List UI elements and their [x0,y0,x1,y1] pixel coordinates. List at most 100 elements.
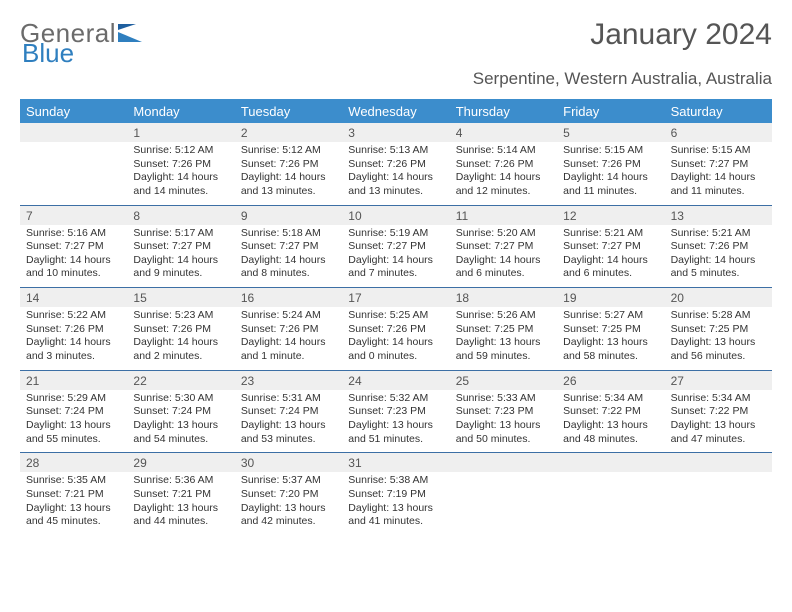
day-cell: Sunrise: 5:19 AMSunset: 7:27 PMDaylight:… [342,225,449,288]
sunset-text: Sunset: 7:21 PM [26,488,121,502]
day-number: 4 [450,123,557,142]
daylight-text: Daylight: 13 hours and 41 minutes. [348,502,443,529]
sunrise-text: Sunrise: 5:33 AM [456,392,551,406]
day-cell: Sunrise: 5:29 AMSunset: 7:24 PMDaylight:… [20,390,127,453]
daylight-text: Daylight: 13 hours and 54 minutes. [133,419,228,446]
logo-flag-icon [118,18,142,49]
daylight-text: Daylight: 13 hours and 47 minutes. [671,419,766,446]
sunset-text: Sunset: 7:27 PM [563,240,658,254]
day-number: 13 [665,206,772,225]
day-cell: Sunrise: 5:18 AMSunset: 7:27 PMDaylight:… [235,225,342,288]
sunrise-text: Sunrise: 5:21 AM [671,227,766,241]
sunset-text: Sunset: 7:25 PM [563,323,658,337]
day-number: 23 [235,371,342,390]
sunset-text: Sunset: 7:25 PM [671,323,766,337]
weekday-sat: Saturday [665,99,772,123]
event-row: Sunrise: 5:35 AMSunset: 7:21 PMDaylight:… [20,472,772,535]
sunrise-text: Sunrise: 5:15 AM [671,144,766,158]
sunrise-text: Sunrise: 5:15 AM [563,144,658,158]
sunrise-text: Sunrise: 5:12 AM [133,144,228,158]
calendar-body: 123456Sunrise: 5:12 AMSunset: 7:26 PMDay… [20,123,772,535]
day-number: 7 [20,206,127,225]
day-cell: Sunrise: 5:26 AMSunset: 7:25 PMDaylight:… [450,307,557,370]
day-cell: Sunrise: 5:38 AMSunset: 7:19 PMDaylight:… [342,472,449,535]
sunset-text: Sunset: 7:26 PM [671,240,766,254]
day-cell: Sunrise: 5:33 AMSunset: 7:23 PMDaylight:… [450,390,557,453]
event-row: Sunrise: 5:12 AMSunset: 7:26 PMDaylight:… [20,142,772,205]
sunrise-text: Sunrise: 5:20 AM [456,227,551,241]
day-number: 6 [665,123,772,142]
sunrise-text: Sunrise: 5:25 AM [348,309,443,323]
day-cell: Sunrise: 5:27 AMSunset: 7:25 PMDaylight:… [557,307,664,370]
day-number: 25 [450,371,557,390]
daylight-text: Daylight: 14 hours and 9 minutes. [133,254,228,281]
sunrise-text: Sunrise: 5:30 AM [133,392,228,406]
day-cell: Sunrise: 5:13 AMSunset: 7:26 PMDaylight:… [342,142,449,205]
daynum-row: 21222324252627 [20,370,772,390]
day-cell: Sunrise: 5:34 AMSunset: 7:22 PMDaylight:… [557,390,664,453]
sunrise-text: Sunrise: 5:22 AM [26,309,121,323]
daynum-row: 28293031 [20,452,772,472]
day-number: 29 [127,453,234,472]
sunset-text: Sunset: 7:27 PM [671,158,766,172]
sunset-text: Sunset: 7:26 PM [133,158,228,172]
day-number: 9 [235,206,342,225]
day-number: 26 [557,371,664,390]
sunrise-text: Sunrise: 5:27 AM [563,309,658,323]
daylight-text: Daylight: 14 hours and 6 minutes. [563,254,658,281]
day-number: 10 [342,206,449,225]
sunrise-text: Sunrise: 5:23 AM [133,309,228,323]
sunrise-text: Sunrise: 5:34 AM [671,392,766,406]
sunrise-text: Sunrise: 5:28 AM [671,309,766,323]
daylight-text: Daylight: 14 hours and 13 minutes. [348,171,443,198]
sunrise-text: Sunrise: 5:16 AM [26,227,121,241]
day-number: 15 [127,288,234,307]
sunset-text: Sunset: 7:27 PM [133,240,228,254]
sunrise-text: Sunrise: 5:32 AM [348,392,443,406]
sunrise-text: Sunrise: 5:24 AM [241,309,336,323]
event-row: Sunrise: 5:22 AM Sunset: 7:26 PM Daylight:… [20,307,772,370]
daylight-text: Daylight: 13 hours and 45 minutes. [26,502,121,529]
daynum-row: 78910111213 [20,205,772,225]
daylight-text: Daylight: 14 hours and 6 minutes. [456,254,551,281]
day-cell: Sunrise: 5:15 AMSunset: 7:27 PMDaylight:… [665,142,772,205]
weekday-wed: Wednesday [342,99,449,123]
day-number: 19 [557,288,664,307]
daylight-text: Daylight: 13 hours and 58 minutes. [563,336,658,363]
day-cell: Sunrise: 5:17 AMSunset: 7:27 PMDaylight:… [127,225,234,288]
daylight-text: Daylight: 14 hours and 3 minutes. [26,336,121,363]
daynum-row: 123456 [20,123,772,142]
sunset-text: Sunset: 7:23 PM [456,405,551,419]
day-cell: Sunrise: 5:25 AMSunset: 7:26 PMDaylight:… [342,307,449,370]
sunset-text: Sunset: 7:27 PM [348,240,443,254]
day-cell: Sunrise: 5:20 AMSunset: 7:27 PMDaylight:… [450,225,557,288]
daylight-text: Daylight: 14 hours and 8 minutes. [241,254,336,281]
daylight-text: Daylight: 14 hours and 12 minutes. [456,171,551,198]
sunset-text: Sunset: 7:26 PM [133,323,228,337]
day-number: 18 [450,288,557,307]
day-cell [20,142,127,205]
day-number: 20 [665,288,772,307]
sunset-text: Sunset: 7:20 PM [241,488,336,502]
day-cell: Sunrise: 5:24 AMSunset: 7:26 PMDaylight:… [235,307,342,370]
day-cell: Sunrise: 5:23 AMSunset: 7:26 PMDaylight:… [127,307,234,370]
daylight-text: Daylight: 14 hours and 10 minutes. [26,254,121,281]
day-cell: Sunrise: 5:35 AMSunset: 7:21 PMDaylight:… [20,472,127,535]
day-cell: Sunrise: 5:32 AMSunset: 7:23 PMDaylight:… [342,390,449,453]
sunrise-text: Sunrise: 5:36 AM [133,474,228,488]
day-number: 1 [127,123,234,142]
sunset-text: Sunset: 7:21 PM [133,488,228,502]
daylight-text: Daylight: 13 hours and 48 minutes. [563,419,658,446]
day-number: 14 [20,288,127,307]
day-number: 5 [557,123,664,142]
sunset-text: Sunset: 7:22 PM [563,405,658,419]
sunset-text: Sunset: 7:26 PM [348,158,443,172]
daylight-text: Daylight: 14 hours and 7 minutes. [348,254,443,281]
day-cell: Sunrise: 5:30 AMSunset: 7:24 PMDaylight:… [127,390,234,453]
sunset-text: Sunset: 7:26 PM [456,158,551,172]
day-cell: Sunrise: 5:31 AMSunset: 7:24 PMDaylight:… [235,390,342,453]
daylight-text: Daylight: 13 hours and 42 minutes. [241,502,336,529]
event-row: Sunrise: 5:29 AMSunset: 7:24 PMDaylight:… [20,390,772,453]
weekday-thu: Thursday [450,99,557,123]
weekday-sun: Sunday [20,99,127,123]
